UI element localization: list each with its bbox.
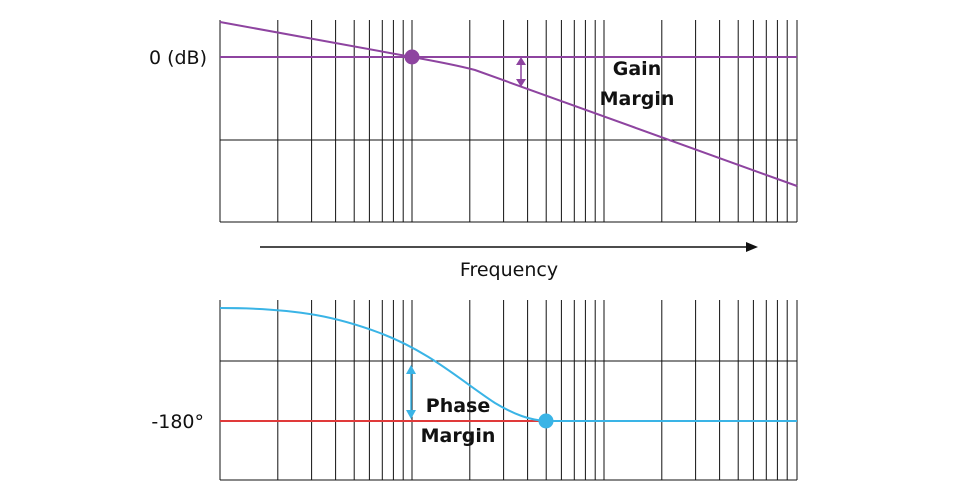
phase-grid (219, 300, 798, 481)
frequency-arrow-head (746, 242, 758, 252)
gain-margin-label-line2: Margin (600, 88, 675, 110)
gain-grid (219, 20, 798, 223)
phase-curve (219, 307, 797, 422)
gain-plot: 0 (dB) Gain Margin (149, 20, 798, 223)
gain-margin-arrow (516, 57, 526, 87)
gain-margin-label-line1: Gain (613, 58, 661, 80)
phase-crossover-point (538, 413, 554, 429)
gain-crossover-point (404, 49, 420, 65)
gain-curve (219, 21, 798, 187)
frequency-axis: Frequency (260, 242, 758, 281)
phase-ref-label: -180° (151, 411, 204, 433)
phase-plot: -180° Phase Margin (151, 300, 798, 481)
phase-margin-arrow (406, 365, 416, 419)
phase-margin-label-line2: Margin (421, 425, 496, 447)
frequency-label: Frequency (460, 259, 558, 281)
gain-zero-label: 0 (dB) (149, 47, 207, 69)
phase-margin-label-line1: Phase (426, 395, 490, 417)
